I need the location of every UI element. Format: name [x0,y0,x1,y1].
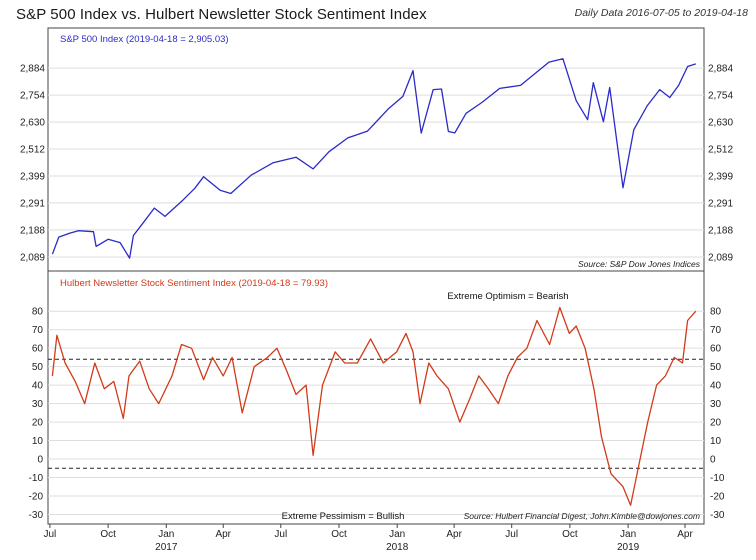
sentiment-legend: Hulbert Newsletter Stock Sentiment Index… [60,278,328,289]
spx-left-tick-label: 2,399 [20,171,45,182]
spx-right-tick-label: 2,399 [708,171,733,182]
x-tick-label: Oct [331,529,347,540]
spx-left-tick-label: 2,089 [20,252,45,263]
sentiment-left-tick-label: 60 [32,344,44,355]
sentiment-right-tick-label: 0 [710,455,716,466]
grid-lines [48,67,704,515]
x-tick-label: Jan [389,529,405,540]
x-year-label: 2018 [386,542,409,553]
sentiment-right-tick-label: 60 [710,344,722,355]
x-tick-label: Apr [446,529,462,540]
sentiment-right-tick-label: 70 [710,325,722,336]
spx-source: Source: S&P Dow Jones Indices [578,259,701,269]
x-tick-label: Jan [620,529,636,540]
sentiment-left-tick-label: 30 [32,399,44,410]
x-tick-label: Jul [274,529,287,540]
sentiment-right-tick-label: -20 [710,491,725,502]
sentiment-left-tick-label: 40 [32,381,44,392]
chart-text: S&P 500 Index (2019-04-18 = 2,905.03) So… [60,34,701,522]
date-range-label: Daily Data 2016-07-05 to 2019-04-18 [574,7,748,19]
sentiment-right-tick-label: 10 [710,436,722,447]
sentiment-right-tick-label: -30 [710,510,725,521]
sentiment-right-tick-label: 40 [710,381,722,392]
spx-left-tick-label: 2,884 [20,64,45,75]
plot-frame [47,27,705,525]
x-tick-label: Jul [43,529,56,540]
sentiment-source: Source: Hulbert Financial Digest, John.K… [464,511,700,521]
sentiment-left-tick-label: -30 [29,510,44,521]
series-lines [51,58,697,506]
sentiment-left-tick-label: -10 [29,473,44,484]
sentiment-left-tick-label: 70 [32,325,44,336]
spx-series-line [51,58,696,259]
x-tick-label: Jul [505,529,518,540]
spx-legend: S&P 500 Index (2019-04-18 = 2,905.03) [60,34,229,45]
spx-right-tick-label: 2,089 [708,252,733,263]
spx-left-tick-label: 2,754 [20,91,45,102]
pessimism-annotation: Extreme Pessimism = Bullish [282,511,405,522]
spx-left-tick-label: 2,291 [20,198,45,209]
sentiment-series-line [51,306,697,506]
x-year-label: 2019 [617,542,640,553]
optimism-annotation: Extreme Optimism = Bearish [447,291,568,302]
x-tick-label: Jan [158,529,174,540]
spx-right-tick-label: 2,188 [708,225,733,236]
spx-right-tick-label: 2,754 [708,91,733,102]
sentiment-right-tick-label: 30 [710,399,722,410]
spx-left-tick-label: 2,630 [20,118,45,129]
sentiment-left-tick-label: 0 [37,455,43,466]
sentiment-right-tick-label: -10 [710,473,725,484]
spx-left-tick-label: 2,512 [20,144,45,155]
sentiment-left-tick-label: 20 [32,418,44,429]
x-tick-label: Apr [677,529,693,540]
x-tick-label: Oct [100,529,116,540]
spx-right-tick-label: 2,884 [708,64,733,75]
sentiment-left-tick-label: -20 [29,491,44,502]
spx-right-tick-label: 2,630 [708,118,733,129]
sentiment-left-tick-label: 80 [32,307,44,318]
spx-left-tick-label: 2,188 [20,225,45,236]
x-tick-label: Oct [562,529,578,540]
x-year-label: 2017 [155,542,178,553]
sentiment-left-tick-label: 50 [32,362,44,373]
sentiment-left-tick-label: 10 [32,436,44,447]
axis-ticks: 2,089 2,089 2,188 2,188 2,291 2,291 2,399 2,399… [20,64,733,553]
sentiment-right-tick-label: 20 [710,418,722,429]
spx-right-tick-label: 2,291 [708,198,733,209]
sentiment-right-tick-label: 80 [710,307,722,318]
sentiment-right-tick-label: 50 [710,362,722,373]
spx-right-tick-label: 2,512 [708,144,733,155]
chart-title: S&P 500 Index vs. Hulbert Newsletter Sto… [16,6,427,23]
x-tick-label: Apr [215,529,231,540]
